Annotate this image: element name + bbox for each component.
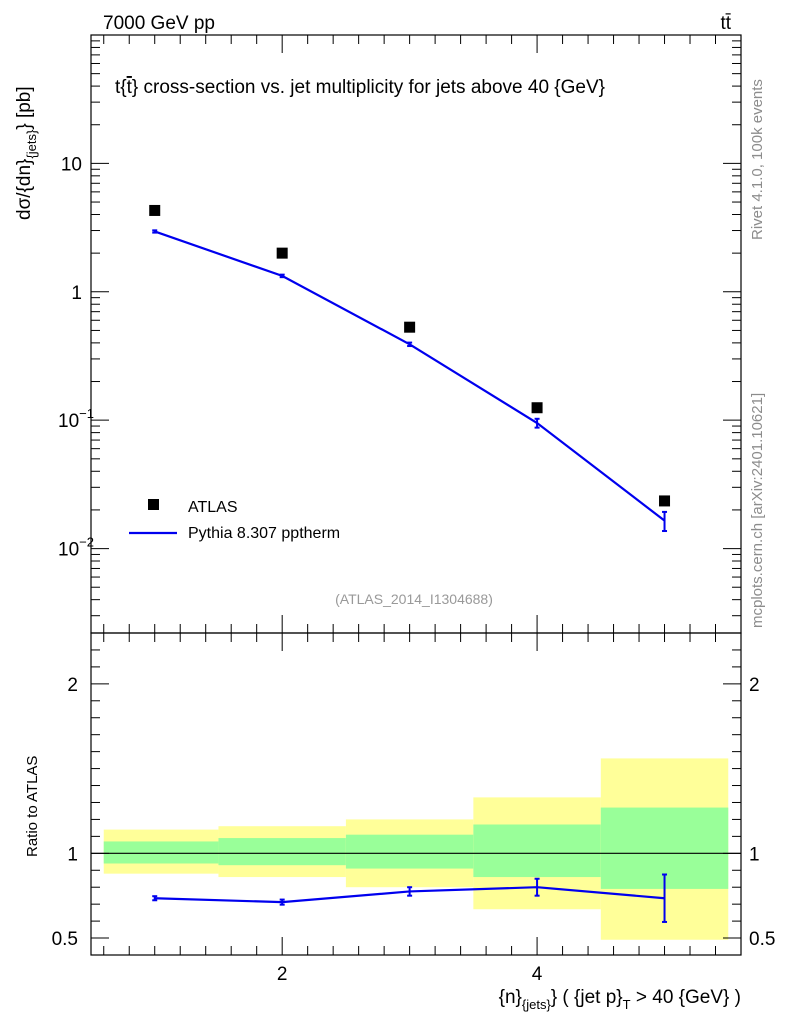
- ratio-y-tick-label-right: 2: [749, 675, 760, 696]
- ratio-tick-labels: 0.5 0.5 1 1 2 2 2 4: [52, 675, 776, 985]
- legend-pythia-label: Pythia 8.307 pptherm: [188, 525, 340, 542]
- ratio-y-tick-label-right: 1: [749, 844, 760, 865]
- inner-uncertainty-band: [218, 838, 346, 866]
- x-axis-title: {n}{jets}} ( {jet p}T > 40 {GeV} ): [499, 987, 741, 1012]
- pythia-line: [154, 230, 666, 522]
- main-data-layer: [149, 204, 671, 533]
- ratio-y-tick-label: 1: [67, 844, 78, 865]
- atlas-data-point: [531, 402, 543, 414]
- analysis-watermark: (ATLAS_2014_I1304688): [335, 591, 493, 607]
- ratio-y-tick-label: 0.5: [52, 929, 78, 950]
- ratio-y-tick-label: 2: [67, 675, 78, 696]
- legend: ATLAS Pythia 8.307 pptherm: [129, 499, 340, 542]
- main-title: t{t} cross-section vs. jet multiplicity …: [115, 77, 605, 98]
- rivet-label: Rivet 4.1.0, 100k events: [749, 79, 766, 240]
- ratio-y-tick-label-right: 0.5: [749, 929, 775, 950]
- main-y-tick-labels: 10 1 10−1 10−2: [58, 154, 94, 560]
- inner-uncertainty-band: [473, 824, 601, 878]
- x-tick-label: 2: [277, 964, 288, 985]
- inner-uncertainty-band: [103, 841, 219, 864]
- main-frame: [90, 34, 742, 634]
- ratio-y-axis-title: Ratio to ATLAS: [24, 756, 41, 857]
- inner-uncertainty-band: [345, 834, 474, 869]
- ratio-axis-ticks: [91, 633, 741, 956]
- ratio-panel: 0.5 0.5 1 1 2 2 2 4 Ratio to ATLAS {n}{jets}} (…: [24, 632, 776, 1012]
- ratio-frame: [90, 632, 742, 956]
- ratio-uncertainty-bands: [91, 758, 741, 940]
- process-label: tt̄: [720, 13, 731, 34]
- y-tick-label: 10−2: [58, 535, 94, 561]
- atlas-data-point: [659, 495, 671, 507]
- mcplots-label: mcplots.cern.ch [arXiv:2401.10621]: [749, 393, 766, 628]
- ratio-data-layer: [152, 873, 668, 923]
- main-y-axis-title: dσ/{dn}{jets}} [pb]: [14, 86, 39, 220]
- y-tick-exponent: −1: [79, 406, 94, 421]
- atlas-data-point: [404, 321, 416, 333]
- atlas-data-point: [149, 204, 161, 216]
- y-tick-exponent: −2: [79, 535, 94, 550]
- main-panel: 10 1 10−1 10−2 t{t} cross-section vs. jet m…: [14, 34, 742, 634]
- y-tick-label: 10: [61, 154, 82, 175]
- atlas-data-point: [276, 247, 288, 259]
- y-tick-label: 10−1: [58, 406, 94, 432]
- y-tick-label: 1: [71, 283, 82, 304]
- energy-label: 7000 GeV pp: [103, 13, 215, 34]
- legend-atlas-label: ATLAS: [188, 499, 238, 516]
- main-axis-ticks: [91, 34, 741, 633]
- legend-atlas-marker: [148, 499, 159, 510]
- x-tick-label: 4: [532, 964, 543, 985]
